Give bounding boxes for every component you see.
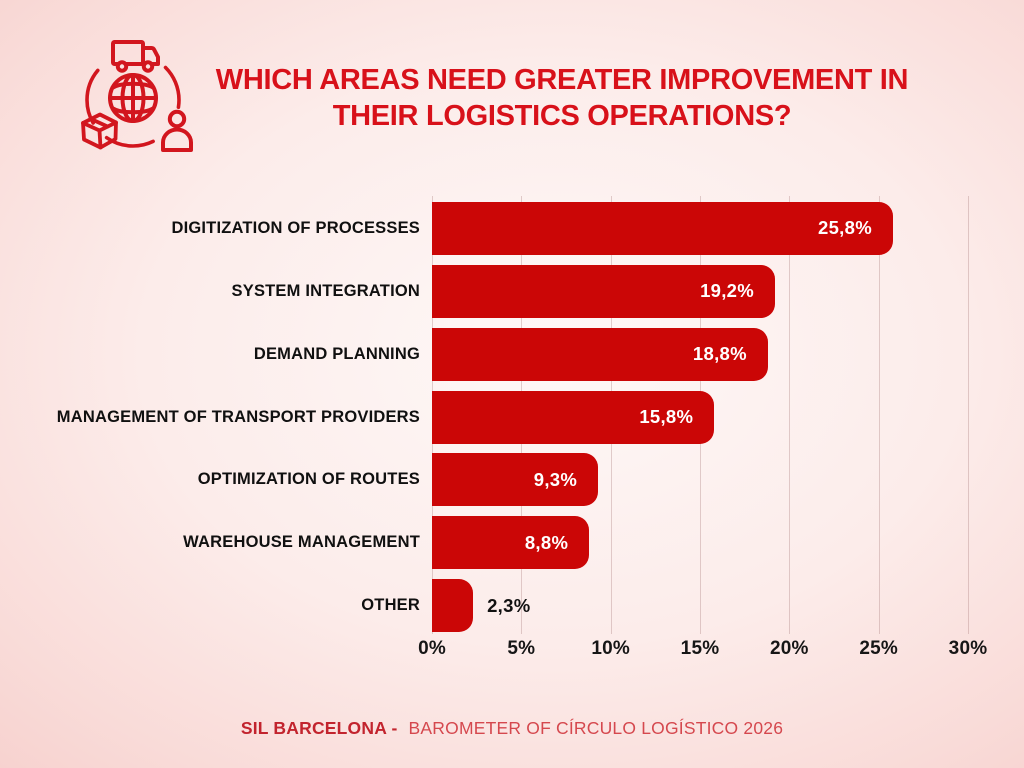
x-axis-tick-label: 5% bbox=[507, 638, 536, 659]
category-label: DEMAND PLANNING bbox=[253, 344, 420, 363]
footer-source: BAROMETER OF CÍRCULO LOGÍSTICO 2026 bbox=[408, 718, 784, 738]
bar-chart: DIGITIZATION OF PROCESSES 25,8% SYSTEM INT… bbox=[30, 197, 968, 637]
bar: 25,8% bbox=[432, 201, 893, 255]
logistics-logo bbox=[81, 40, 193, 152]
bar-track: 2,3% bbox=[432, 579, 968, 633]
chart-row: DEMAND PLANNING 18,8% bbox=[30, 323, 968, 386]
value-label: 18,8% bbox=[692, 343, 747, 365]
x-axis-tick-label: 30% bbox=[948, 638, 988, 659]
value-label: 2,3% bbox=[487, 594, 531, 616]
footer: SIL BARCELONA - BAROMETER OF CÍRCULO LOG… bbox=[0, 718, 1024, 739]
title-line-1: WHICH AREAS NEED GREATER IMPROVEMENT IN bbox=[215, 64, 909, 96]
category-label: DIGITIZATION OF PROCESSES bbox=[171, 218, 420, 237]
footer-brand: SIL BARCELONA - bbox=[240, 718, 398, 738]
title-line-2: THEIR LOGISTICS OPERATIONS? bbox=[332, 100, 792, 132]
gridline bbox=[878, 196, 880, 634]
category-label: WAREHOUSE MANAGEMENT bbox=[183, 533, 420, 552]
value-label: 19,2% bbox=[700, 280, 755, 302]
bar-track: 15,8% bbox=[432, 390, 968, 444]
bar-track: 19,2% bbox=[432, 264, 968, 318]
x-axis-tick-label: 0% bbox=[418, 638, 446, 659]
chart-row: OTHER 2,3% bbox=[30, 574, 968, 637]
box-icon bbox=[81, 112, 118, 150]
value-label: 8,8% bbox=[524, 531, 569, 553]
chart-row: DIGITIZATION OF PROCESSES 25,8% bbox=[30, 197, 968, 260]
value-label: 9,3% bbox=[533, 468, 578, 490]
value-label: 15,8% bbox=[639, 406, 694, 427]
x-axis-tick-label: 15% bbox=[680, 638, 720, 659]
bar-track: 18,8% bbox=[432, 327, 968, 381]
bar-track: 25,8% bbox=[432, 201, 968, 255]
cycle-arcs-icon bbox=[85, 52, 181, 148]
category-label: OPTIMIZATION OF ROUTES bbox=[197, 470, 420, 489]
gridline bbox=[789, 196, 791, 634]
chart-row: MANAGEMENT OF TRANSPORT PROVIDERS 15,8% bbox=[30, 386, 968, 449]
truck-icon bbox=[111, 40, 160, 73]
chart-row: OPTIMIZATION OF ROUTES 9,3% bbox=[30, 448, 968, 511]
page-title: WHICH AREAS NEED GREATER IMPROVEMENT IN … bbox=[212, 62, 912, 134]
x-axis-tick-label: 10% bbox=[591, 638, 630, 659]
category-label: OTHER bbox=[361, 596, 420, 615]
category-label: SYSTEM INTEGRATION bbox=[231, 281, 420, 300]
value-label: 25,8% bbox=[817, 217, 872, 239]
bar: 18,8% bbox=[432, 327, 768, 381]
x-axis-tick-label: 20% bbox=[770, 638, 809, 659]
bar: 15,8% bbox=[432, 390, 715, 444]
category-label: MANAGEMENT OF TRANSPORT PROVIDERS bbox=[56, 407, 420, 426]
bar-track: 9,3% bbox=[432, 453, 968, 507]
chart-row: WAREHOUSE MANAGEMENT 8,8% bbox=[30, 511, 968, 574]
chart-row: SYSTEM INTEGRATION 19,2% bbox=[30, 260, 968, 323]
x-axis: 0% 5% 10% 15% 20% 25% 30% bbox=[418, 638, 987, 664]
globe-icon bbox=[108, 73, 158, 123]
bar: 8,8% bbox=[432, 516, 590, 570]
bar-track: 8,8% bbox=[432, 516, 968, 570]
gridline bbox=[968, 196, 969, 634]
bar: 9,3% bbox=[432, 453, 599, 507]
bar bbox=[432, 579, 474, 633]
x-axis-tick-label: 25% bbox=[859, 638, 898, 659]
bar: 19,2% bbox=[432, 264, 776, 318]
person-icon bbox=[161, 109, 193, 152]
